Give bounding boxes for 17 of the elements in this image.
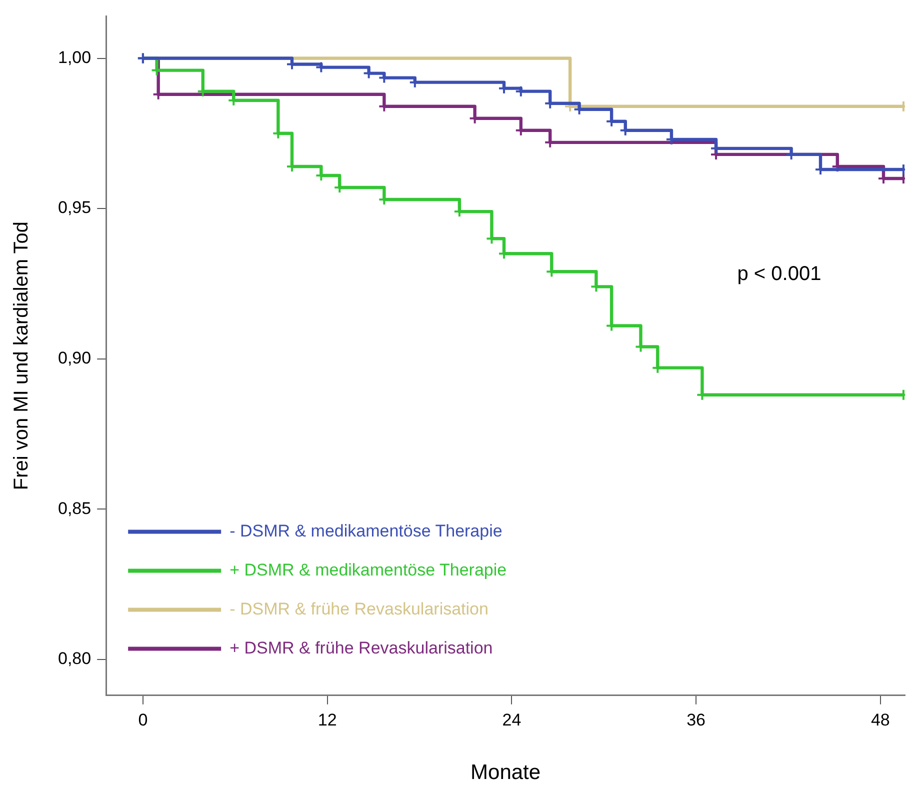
y-tick-label: 0,85 [58,498,92,518]
x-tick-label: 24 [502,710,522,730]
y-tick-label: 0,80 [58,649,92,668]
x-tick-label: 48 [870,710,890,730]
x-tick-label: 36 [686,710,706,730]
y-tick-label: 1,00 [58,48,92,67]
x-axis-title: Monate [470,761,541,784]
text: + DSMR & frühe Revaskularisation [230,638,493,658]
text: - DSMR & medikamentöse Therapie [230,521,502,540]
x-tick-label: 0 [138,710,148,730]
y-tick-label: 0,95 [58,198,92,218]
text: + DSMR & medikamentöse Therapie [230,560,507,580]
y-tick-label: 0,90 [58,348,92,368]
text: - DSMR & frühe Revaskularisation [230,599,488,618]
x-tick-label: 12 [318,710,337,730]
y-axis-title: Frei von MI und kardialem Tod [10,221,33,490]
annotation: p < 0.001 [737,262,822,285]
